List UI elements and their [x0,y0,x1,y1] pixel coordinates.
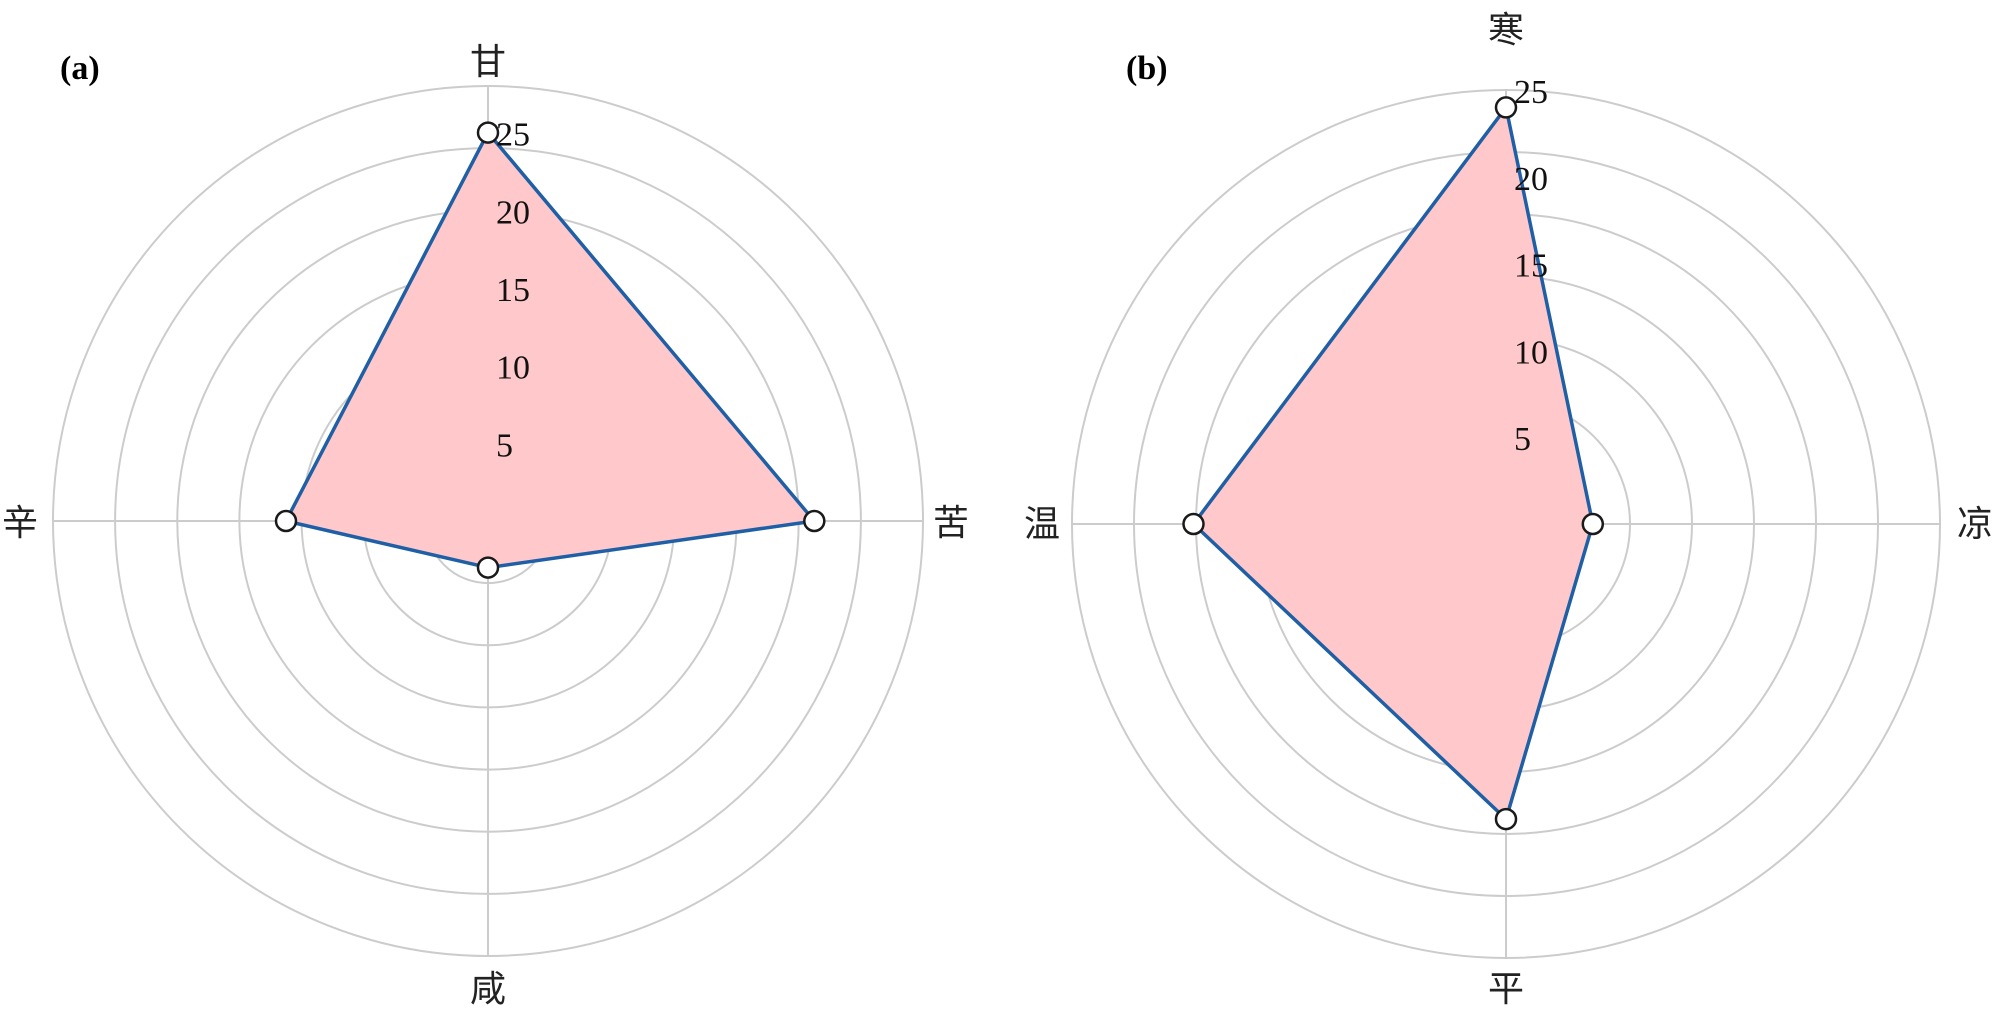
tick-label-a-15: 15 [496,272,530,309]
data-points-a [274,121,826,579]
tick-label-b-20: 20 [1514,161,1548,198]
radar-panel-b: 5 10 15 20 25 (b) 寒 凉 平 温 [1024,10,1993,1010]
tick-labels-a: 5 10 15 20 25 [496,117,530,465]
data-area-a [284,130,817,570]
data-point-b-凉 [1581,512,1605,536]
data-area-b [1191,105,1595,821]
panel-label-a: (a) [60,50,100,87]
axis-label-a-0: 甘 [470,42,506,83]
data-point-a-甘 [476,121,500,144]
axis-label-b-1: 凉 [1957,504,1993,545]
data-point-b-寒 [1494,96,1518,119]
data-point-b-平 [1494,807,1518,831]
axis-label-a-2: 咸 [470,969,506,1010]
tick-labels-b: 5 10 15 20 25 [1514,74,1548,458]
tick-label-a-25: 25 [496,117,530,154]
tick-label-b-5: 5 [1514,421,1531,458]
tick-label-a-5: 5 [496,427,513,464]
data-point-b-温 [1182,512,1205,536]
axis-label-a-1: 苦 [933,503,969,544]
data-points-b [1182,96,1605,831]
panel-label-b: (b) [1126,50,1168,87]
data-point-a-辛 [274,509,298,533]
radar-panel-a: 5 10 15 20 25 (a) 甘 苦 咸 辛 [2,42,969,1010]
axis-label-b-3: 温 [1024,504,1060,545]
tick-label-b-25: 25 [1514,74,1548,111]
tick-label-b-10: 10 [1514,334,1548,371]
tick-label-a-20: 20 [496,194,530,231]
axis-label-b-2: 平 [1488,969,1524,1010]
tick-label-b-15: 15 [1514,248,1548,285]
data-point-a-咸 [476,556,500,579]
tick-label-a-10: 10 [496,350,530,387]
axis-label-a-3: 辛 [2,503,38,544]
axis-label-b-0: 寒 [1488,10,1524,51]
data-point-a-苦 [803,509,826,533]
